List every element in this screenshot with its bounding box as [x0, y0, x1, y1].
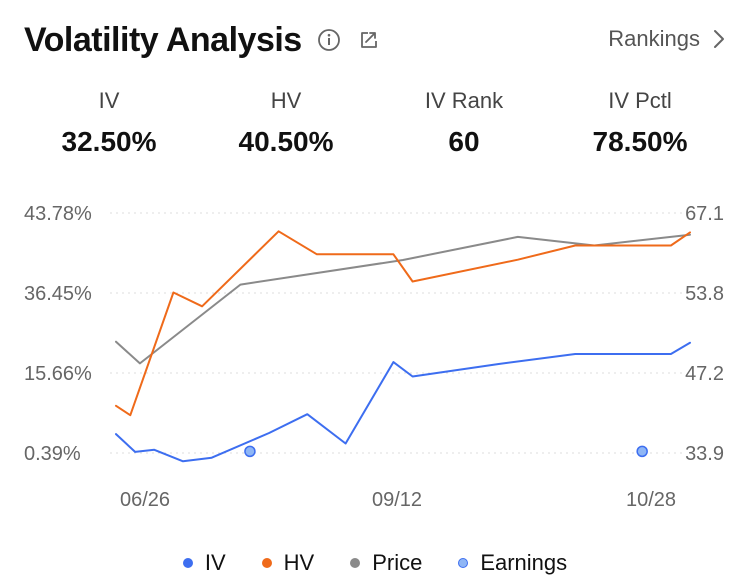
legend-swatch: [182, 558, 193, 568]
right-axis-tick: 67.1: [685, 203, 724, 225]
earnings-marker: [244, 445, 256, 458]
legend-item-iv[interactable]: IV: [182, 550, 226, 576]
stat-hv: HV 40.50%: [196, 88, 376, 158]
x-axis-tick: 06/26: [120, 489, 170, 511]
x-axis-tick: 09/12: [372, 489, 422, 511]
stat-value: 32.50%: [61, 126, 157, 157]
x-axis-tick: 10/28: [626, 489, 676, 511]
right-axis-tick: 33.9: [685, 443, 724, 465]
share-icon[interactable]: [356, 27, 382, 53]
grid: [110, 212, 686, 454]
left-axis-tick: 0.39%: [24, 443, 81, 465]
axes: 43.78% 36.45% 15.66% 0.39% 67.1 53.8 47.2 33.9 0…: [24, 203, 724, 511]
page-title: Volatility Analysis: [24, 20, 302, 59]
earnings-markers: [244, 445, 648, 458]
legend-swatch: [261, 558, 272, 568]
series-line-iv: [115, 341, 691, 463]
stat-value: 60: [448, 126, 480, 157]
stat-iv-rank: IV Rank 60: [374, 88, 554, 158]
left-axis-tick: 36.45%: [24, 283, 92, 305]
legend-item-hv[interactable]: HV: [261, 550, 315, 576]
legend-item-earnings[interactable]: Earnings: [458, 550, 567, 576]
right-axis-tick: 47.2: [685, 363, 724, 385]
stat-label: IV Pctl: [608, 88, 672, 113]
info-icon[interactable]: [316, 27, 342, 53]
stat-iv-pctl: IV Pctl 78.50%: [550, 88, 730, 158]
legend-swatch: [458, 558, 469, 568]
stat-value: 40.50%: [238, 126, 334, 157]
stat-label: HV: [270, 88, 302, 113]
earnings-marker: [636, 445, 648, 458]
header: Volatility Analysis Rankings: [24, 18, 726, 62]
rankings-link[interactable]: Rankings: [608, 26, 726, 52]
legend-label: IV: [204, 550, 226, 575]
stat-value: 78.50%: [592, 126, 688, 157]
right-axis-tick: 53.8: [685, 283, 724, 305]
left-axis-tick: 43.78%: [24, 203, 92, 225]
legend-label: HV: [283, 550, 315, 575]
stats-row: IV 32.50% HV 40.50% IV Rank 60 IV Pctl 7…: [0, 88, 750, 168]
left-axis-tick: 15.66%: [24, 363, 92, 385]
legend-swatch: [350, 558, 361, 568]
legend: IV HV Price Earnings: [0, 548, 750, 578]
stat-iv: IV 32.50%: [19, 88, 199, 158]
rankings-label: Rankings: [608, 26, 700, 51]
series-line-hv: [115, 230, 691, 417]
legend-label: Earnings: [480, 550, 568, 575]
stat-label: IV Rank: [424, 88, 504, 113]
chevron-right-icon: [712, 28, 726, 50]
series-line-price: [115, 233, 691, 365]
legend-item-price[interactable]: Price: [350, 550, 422, 576]
volatility-chart: 43.78% 36.45% 15.66% 0.39% 67.1 53.8 47.2 33.9 0…: [24, 203, 724, 511]
legend-label: Price: [372, 550, 423, 575]
stat-label: IV: [98, 88, 120, 113]
series: [115, 230, 691, 463]
